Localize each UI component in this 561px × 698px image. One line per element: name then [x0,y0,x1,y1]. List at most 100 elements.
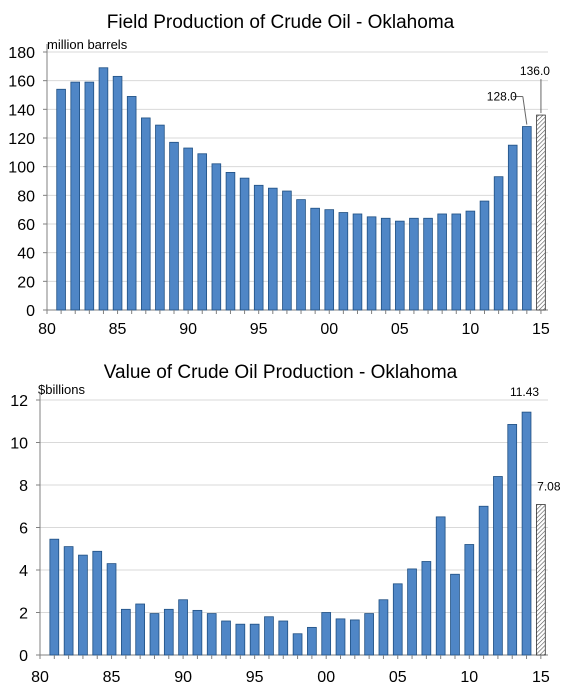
production-y-tick-label: 40 [17,246,35,263]
value-chart-title: Value of Crude Oil Production - Oklahoma [103,362,458,383]
production-bar [56,88,66,311]
value-y-tick-label: 2 [19,606,28,623]
value-x-tick-label: 00 [317,669,335,686]
value-y-tick-label: 6 [19,521,28,538]
production-bar [352,213,363,311]
production-bar [507,144,518,311]
value-bar [493,476,503,656]
value-bar [392,583,403,656]
value-x-tick-label: 05 [389,669,407,686]
production-bar [197,153,208,311]
value-bar [507,424,518,656]
production-bar [324,209,335,311]
production-bar [84,81,95,311]
production-bar [239,177,250,311]
production-bar [268,187,278,311]
production-chart-title: Field Production of Crude Oil - Oklahoma [106,12,455,33]
production-x-tick-label: 80 [38,321,56,338]
production-bar [493,176,504,311]
production-bar [380,217,391,311]
production-y-tick-label: 140 [8,102,35,119]
value-bar [407,568,417,656]
production-bar [296,199,306,311]
production-y-tick-label: 20 [17,274,35,291]
production-bar [423,217,433,311]
production-bar [211,163,222,311]
value-bar [349,619,360,656]
value-bar [421,561,432,656]
production-bar [70,81,81,311]
value-x-tick-label: 90 [174,669,192,686]
production-x-tick-label: 10 [461,321,479,338]
production-x-tick-label: 85 [109,321,127,338]
production-bar [141,117,151,311]
value-bar [235,623,246,656]
production-y-tick-label: 180 [8,45,35,62]
value-bar [149,613,160,656]
value-bar [121,608,131,656]
value-x-tick-label: 10 [460,669,478,686]
production-bar [183,147,193,311]
production-y-tick-label: 60 [17,217,35,234]
production-bar [98,67,109,311]
value-x-tick-label: 15 [532,669,550,686]
production-bar [437,213,447,311]
value-bar [135,603,146,656]
value-bar [464,544,475,656]
value-bar [221,620,231,656]
production-bar [169,141,179,311]
production-bar [522,126,532,311]
production-bar [451,213,462,311]
production-bar [112,75,123,311]
value-x-tick-label: 80 [31,669,49,686]
value-data-label: 7.08 [537,480,561,494]
production-data-label: 136.0 [520,64,550,78]
value-bar [435,516,446,656]
production-bar [253,184,264,311]
value-bar [249,623,260,656]
production-data-label: 128.0 [487,90,517,104]
value-y-tick-label: 12 [10,393,28,410]
value-bar [307,626,317,656]
value-bar [78,554,88,656]
production-bar [366,216,377,311]
production-bar [282,190,292,311]
production-y-tick-label: 160 [8,74,35,91]
value-y-tick-label: 8 [19,478,28,495]
value-bar [521,411,532,656]
value-bar [364,613,374,656]
production-bar [395,220,405,311]
production-bar [338,212,349,311]
value-bar [478,505,489,656]
value-bar [106,563,117,656]
value-bar [292,633,303,656]
production-x-tick-label: 95 [250,321,268,338]
value-bar-estimate [536,504,546,656]
production-x-tick-label: 05 [391,321,409,338]
value-unit-label: $billions [38,382,85,397]
value-bar [163,608,174,656]
value-bar [192,609,203,656]
value-bar [278,620,289,656]
value-bar [92,550,103,656]
value-bar [321,612,332,656]
production-bar [479,200,490,311]
value-bar [264,616,274,656]
production-bar [225,171,236,311]
production-y-tick-label: 0 [26,303,35,320]
value-x-tick-label: 85 [103,669,121,686]
value-y-tick-label: 10 [10,436,28,453]
value-bar [63,546,74,656]
value-bar [49,538,60,656]
production-x-tick-label: 00 [320,321,338,338]
value-y-tick-label: 4 [19,563,28,580]
production-bar-estimate [536,114,546,311]
production-unit-label: million barrels [47,37,128,52]
value-y-tick-label: 0 [19,648,28,665]
production-bar [465,210,476,311]
production-bar [155,124,165,311]
value-data-label: 11.43 [510,385,539,399]
production-bar [126,96,137,311]
value-chart: Value of Crude Oil Production - Oklahoma… [0,350,561,698]
production-x-tick-label: 90 [179,321,197,338]
